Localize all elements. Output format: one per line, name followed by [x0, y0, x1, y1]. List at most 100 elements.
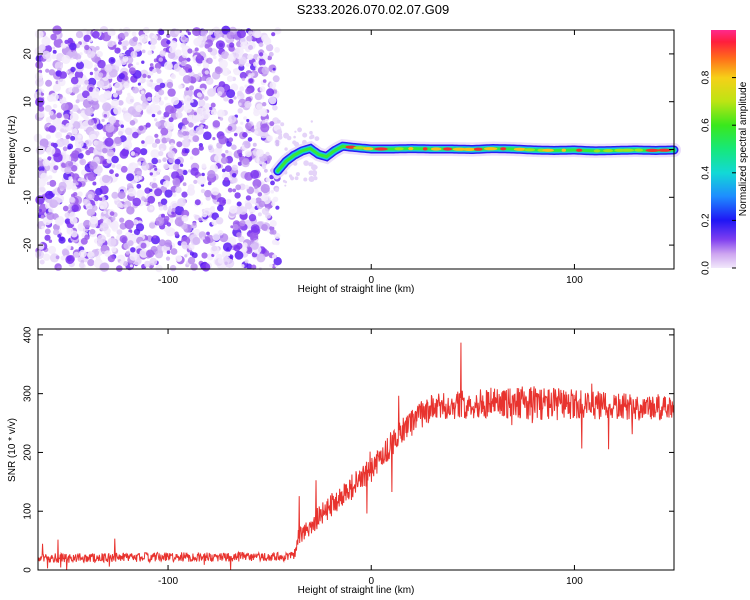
snr-axes: -100 0 100 0 100 200 300 400 — [23, 326, 674, 587]
noise-blob — [284, 180, 288, 184]
spectrogram-xtick-label: 0 — [368, 275, 374, 286]
noise-blob — [258, 200, 266, 208]
noise-blob — [239, 86, 245, 92]
noise-blob — [233, 52, 239, 59]
noise-blob — [44, 228, 51, 235]
noise-blob — [57, 234, 62, 238]
noise-blob — [87, 77, 97, 87]
noise-blob — [262, 165, 266, 170]
noise-blob — [303, 160, 309, 166]
noise-blob — [248, 30, 253, 35]
spectrogram-xlabel: Height of straight line (km) — [298, 284, 415, 295]
noise-blob — [85, 149, 91, 156]
signal-hotspot — [593, 149, 601, 153]
noise-blob — [37, 186, 47, 195]
noise-blob — [127, 106, 137, 115]
noise-blob — [37, 159, 45, 167]
noise-blob — [236, 232, 242, 238]
noise-blob — [48, 239, 53, 243]
noise-blob — [56, 265, 62, 271]
noise-blob — [118, 130, 123, 136]
noise-blob — [35, 250, 45, 259]
noise-blob — [247, 53, 254, 61]
noise-blob — [181, 138, 191, 148]
noise-blob — [74, 139, 84, 149]
noise-blob — [247, 74, 252, 79]
noise-blob — [309, 135, 313, 140]
noise-blob — [186, 57, 191, 62]
noise-blob — [158, 150, 164, 157]
noise-blob — [158, 239, 166, 247]
noise-blob — [270, 180, 275, 186]
noise-blob — [237, 92, 245, 100]
noise-blob — [260, 183, 270, 194]
noise-blob — [126, 206, 135, 215]
noise-blob — [174, 158, 181, 165]
noise-blob — [235, 242, 243, 250]
colorbar-gradient — [711, 30, 736, 268]
signal-hotspot — [542, 148, 554, 152]
noise-blob — [234, 250, 244, 260]
noise-blob — [218, 59, 228, 69]
noise-blob — [116, 164, 122, 170]
noise-blob — [217, 91, 223, 97]
noise-blob — [63, 113, 70, 120]
noise-blob — [67, 37, 74, 44]
noise-blob — [85, 228, 89, 232]
noise-blob — [55, 217, 64, 226]
noise-blob — [114, 136, 122, 144]
noise-blob — [267, 55, 272, 61]
noise-blob — [224, 261, 228, 265]
noise-blob — [231, 173, 237, 178]
noise-blob — [107, 237, 117, 247]
noise-blob — [149, 257, 158, 266]
noise-blob — [153, 235, 157, 239]
noise-blob — [204, 43, 210, 49]
noise-blob — [275, 139, 280, 144]
noise-blob — [99, 218, 104, 223]
noise-blob — [204, 70, 209, 75]
noise-blob — [262, 102, 267, 107]
noise-blob — [57, 93, 63, 100]
noise-blob — [274, 187, 280, 193]
noise-blob — [204, 96, 209, 101]
snr-ytick-label: 0 — [23, 567, 34, 573]
signal-hotspot — [576, 148, 583, 152]
noise-blob — [265, 43, 274, 52]
noise-blob — [62, 205, 69, 212]
noise-blob — [245, 87, 252, 95]
noise-blob — [271, 201, 276, 207]
noise-blob — [138, 175, 143, 180]
noise-blob — [84, 107, 94, 117]
noise-blob — [231, 176, 238, 184]
noise-blob — [162, 205, 168, 211]
noise-blob — [111, 191, 119, 199]
noise-blob — [166, 122, 174, 130]
noise-blob — [271, 229, 277, 235]
noise-blob — [95, 46, 100, 51]
noise-blob — [165, 105, 175, 115]
noise-blob — [229, 205, 238, 214]
noise-blob — [170, 73, 176, 80]
noise-blob — [56, 119, 61, 124]
noise-blob — [92, 181, 97, 186]
noise-blob — [250, 169, 260, 179]
noise-blob — [192, 236, 201, 245]
noise-blob — [144, 187, 151, 194]
noise-blob — [141, 49, 146, 54]
noise-blob — [109, 169, 114, 175]
noise-blob — [245, 62, 250, 67]
noise-blob — [86, 208, 95, 217]
noise-blob — [130, 50, 138, 58]
noise-blob — [159, 50, 166, 57]
noise-blob — [151, 96, 160, 105]
noise-blob — [240, 264, 245, 268]
noise-blob — [227, 187, 233, 193]
noise-blob — [52, 103, 58, 109]
noise-blob — [72, 121, 81, 130]
signal-hotspot — [374, 147, 388, 151]
noise-blob — [117, 107, 122, 112]
noise-blob — [207, 88, 216, 97]
noise-blob — [246, 118, 250, 123]
noise-blob — [117, 191, 126, 200]
